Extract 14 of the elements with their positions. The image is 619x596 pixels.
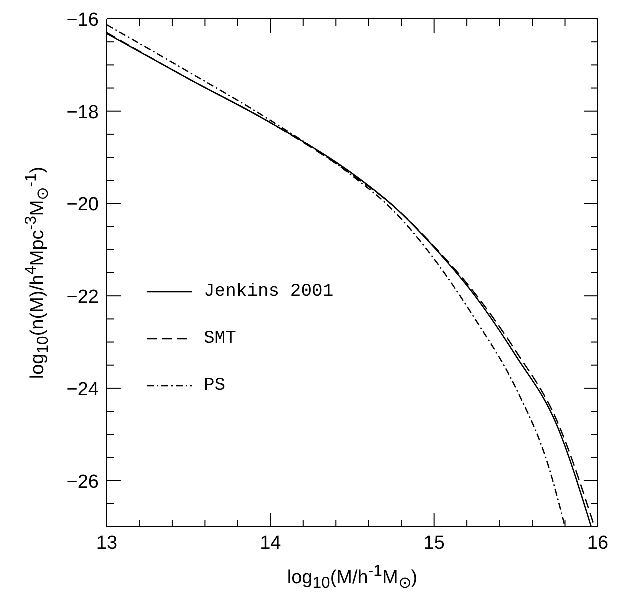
x-tick-label: 16 [587, 533, 609, 554]
x-tick-label: 13 [96, 533, 118, 554]
y-tick-label: −26 [66, 472, 99, 493]
y-tick-label: −20 [66, 194, 99, 216]
y-tick-label: −22 [66, 287, 99, 308]
legend-label: PS [204, 376, 226, 396]
x-tick-label: 15 [424, 533, 445, 554]
legend-label: SMT [204, 328, 236, 348]
legend-label: Jenkins 2001 [204, 282, 334, 302]
x-axis-title: log$_{10}$(M/h$^{-1}$M$_{⊙}$) [286, 563, 419, 594]
y-tick-label: −24 [66, 379, 100, 400]
y-tick-label: −18 [66, 102, 99, 124]
y-tick-label: −16 [66, 10, 99, 31]
x-tick-label: 14 [260, 533, 282, 554]
